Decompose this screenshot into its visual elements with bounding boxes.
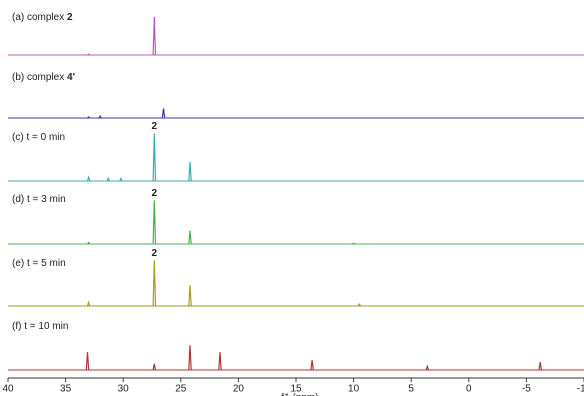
x-tick-label: 25 [175,384,187,395]
peak [310,360,314,371]
label-bold: 4' [67,72,75,83]
x-axis-label: f1 (ppm) [281,393,318,396]
label-bold: 2 [67,12,73,23]
peak [85,352,90,371]
x-tick-label: 20 [233,384,245,395]
peak [425,364,430,371]
peak [152,133,157,182]
spectrum-label: (b) complex 4' [12,72,75,83]
x-tick-label: 5 [408,384,414,395]
peak [106,176,110,182]
label-text: (a) complex [12,12,64,23]
x-tick-label: 10 [348,384,360,395]
spectrum-label: (a) complex 2 [12,12,73,23]
label-text: (e) t = 5 min [12,258,66,269]
spectrum-label: (c) t = 0 min [12,132,65,143]
peak [352,242,356,245]
peak [119,177,123,182]
peak [161,108,166,119]
peak [538,361,543,371]
peak-label: 2 [152,188,158,199]
label-text: (c) t = 0 min [12,132,65,143]
peak-label: 2 [152,121,158,132]
peak [188,230,192,245]
label-text: (b) complex [12,72,64,83]
peak [86,300,91,307]
x-tick-label: 0 [466,384,472,395]
peak [188,161,192,182]
peak-label: 2 [152,248,158,259]
x-tick-label: 15 [290,384,302,395]
peak [218,352,222,371]
label-text: (f) t = 10 min [12,321,68,332]
label-text: (d) t = 3 min [12,194,66,205]
x-tick-label: 40 [2,384,14,395]
x-tick-label: 35 [60,384,72,395]
x-tick-label: -10 [577,384,584,395]
spectrum-label: (f) t = 10 min [12,321,68,332]
peak [188,345,192,371]
peak [152,363,157,371]
peak [86,241,91,245]
peak [357,302,362,307]
peak [188,285,192,307]
peak [98,114,102,119]
spectrum-label: (e) t = 5 min [12,258,66,269]
x-tick-label: -5 [522,384,531,395]
peak [87,116,91,119]
peak [86,175,91,182]
peak [87,53,91,56]
spectrum-label: (d) t = 3 min [12,194,66,205]
peak [152,260,157,307]
x-tick-label: 30 [118,384,130,395]
peak [152,200,157,245]
peak [152,16,157,56]
